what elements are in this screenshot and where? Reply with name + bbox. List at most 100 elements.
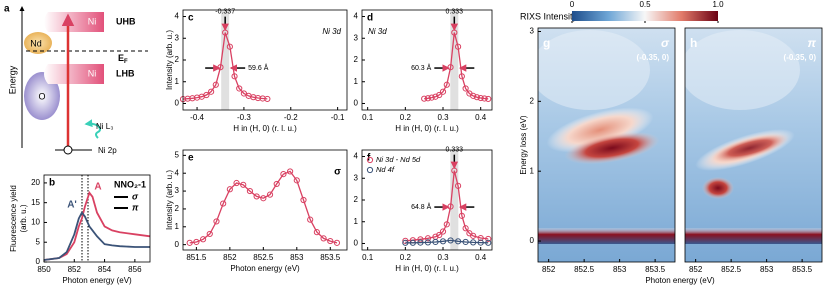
peak-band xyxy=(450,10,459,110)
series-line xyxy=(189,170,338,244)
y-tick-label: 2 xyxy=(175,204,180,213)
map-haze xyxy=(538,30,650,110)
plot-frame xyxy=(684,27,823,263)
x-axis-label: H in (H, 0) (r. l. u.) xyxy=(395,124,459,133)
x-axis-label: H in (H, 0) (r. l. u.) xyxy=(233,124,297,133)
map-feature xyxy=(564,131,660,165)
data-point xyxy=(203,91,210,99)
data-point xyxy=(485,95,492,103)
plot-frame xyxy=(537,27,676,263)
data-point xyxy=(462,238,469,246)
series-line xyxy=(43,210,150,261)
data-point xyxy=(266,191,274,198)
data-point xyxy=(454,182,462,189)
x-tick-label: 0.2 xyxy=(400,253,412,262)
width-label: 64.8 Å xyxy=(411,202,432,211)
y-tick-label: 1 xyxy=(354,217,359,226)
peak-band xyxy=(221,10,230,110)
data-point xyxy=(226,186,233,193)
data-point xyxy=(458,212,465,219)
peak-label: A xyxy=(94,182,101,193)
colorbar-tick-label: 0.5 xyxy=(639,0,651,9)
series-line xyxy=(424,32,489,100)
data-point xyxy=(462,225,469,232)
y-axis-label: Energy loss (eV) xyxy=(519,115,528,174)
data-point xyxy=(213,218,220,225)
data-point xyxy=(226,43,233,50)
peak-band xyxy=(450,150,459,250)
fermi-main: E xyxy=(118,53,124,63)
data-point xyxy=(439,238,447,245)
peak-label: 0.333 xyxy=(446,146,464,153)
y-tick-label: 3 xyxy=(530,27,535,36)
data-point xyxy=(458,73,465,80)
series-line xyxy=(182,32,268,100)
width-label: 59.6 Å xyxy=(248,63,269,72)
x-tick-label: 0.3 xyxy=(437,253,449,262)
uhb-label: UHB xyxy=(116,16,136,26)
y-tick-label: 0 xyxy=(175,99,180,108)
data-point xyxy=(439,228,447,235)
map-feature xyxy=(702,177,734,199)
plot-frame xyxy=(182,149,348,251)
data-point xyxy=(409,239,416,246)
width-label: 60.3 Å xyxy=(411,63,432,72)
data-point xyxy=(253,193,260,200)
data-point xyxy=(280,171,287,178)
x-tick-label: 852.5 xyxy=(253,253,274,262)
x-tick-label: -0.4 xyxy=(190,113,204,122)
y-axis-label: Fluorescence yield xyxy=(9,185,18,252)
plot-frame xyxy=(182,9,348,111)
panel-note: Ni 3d xyxy=(368,27,387,36)
x-tick-label: 0.4 xyxy=(475,113,487,122)
y-tick-label: 2 xyxy=(354,195,359,204)
data-point xyxy=(485,235,492,243)
data-point xyxy=(432,93,439,100)
data-point xyxy=(208,88,215,95)
legend-label: σ xyxy=(132,191,139,201)
lhb-ni: Ni xyxy=(88,68,97,78)
data-point xyxy=(212,81,219,88)
panel-label: c xyxy=(188,13,194,24)
x-tick-label: 853.5 xyxy=(320,253,341,262)
plot-frame xyxy=(361,149,493,251)
data-point xyxy=(470,232,477,239)
x-tick-label: -0.1 xyxy=(331,113,345,122)
y-tick-label: 1 xyxy=(175,222,180,231)
data-point xyxy=(273,180,280,188)
data-point xyxy=(424,239,432,246)
data-point xyxy=(417,239,424,246)
series-line xyxy=(405,239,489,244)
data-point xyxy=(477,239,484,246)
map-feature xyxy=(546,107,654,153)
data-point xyxy=(264,95,271,103)
y-tick-label: 0 xyxy=(175,240,180,249)
data-point xyxy=(236,85,243,92)
y-tick-label: 4 xyxy=(354,12,359,21)
data-point xyxy=(186,239,193,246)
elastic-line xyxy=(538,228,675,244)
x-tick-label: -0.3 xyxy=(237,113,251,122)
x-tick-label: 852 xyxy=(542,265,556,274)
x-tick-label: 850 xyxy=(37,265,51,274)
energy-diagram: a Energy O Ni UHB Nd EF Ni LHB Ni L₃ Ni … xyxy=(4,4,148,155)
data-point xyxy=(402,237,409,244)
panel-note: σ xyxy=(334,167,341,178)
y-tick-label: 4 xyxy=(175,12,180,21)
data-point xyxy=(443,221,450,228)
data-point xyxy=(233,179,240,187)
data-point xyxy=(206,230,213,238)
x-tick-label: 853.5 xyxy=(792,265,813,274)
map-feature xyxy=(711,133,789,163)
panel-note: Ni 3d xyxy=(322,27,341,36)
x-tick-label: 852.5 xyxy=(721,265,742,274)
x-tick-label: 856 xyxy=(128,265,142,274)
q-label: (-0.35, 0) xyxy=(637,53,670,62)
y-tick-label: 0 xyxy=(354,99,359,108)
map-haze xyxy=(685,30,800,110)
colorbar-label: RIXS Intensity xyxy=(520,11,578,21)
y-tick-label: 1 xyxy=(354,77,359,86)
x-tick-label: 0.4 xyxy=(475,253,487,262)
y-axis-label: Intensity (arb. u.) xyxy=(165,30,174,90)
plot-frame xyxy=(43,174,151,263)
